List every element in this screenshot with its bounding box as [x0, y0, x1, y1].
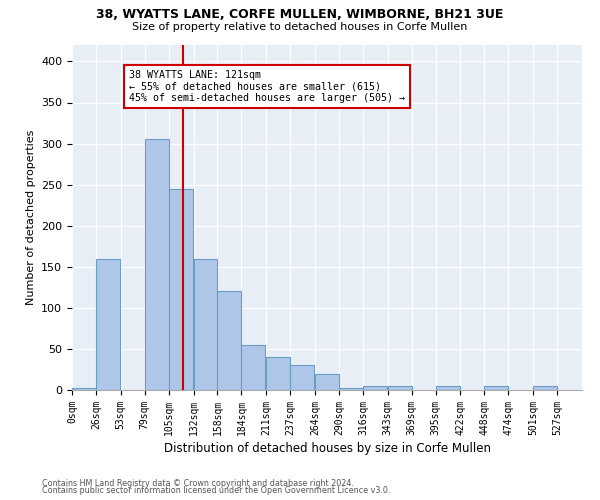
Bar — [484, 386, 508, 390]
X-axis label: Distribution of detached houses by size in Corfe Mullen: Distribution of detached houses by size … — [163, 442, 491, 455]
Bar — [217, 292, 241, 390]
Bar — [533, 386, 557, 390]
Bar — [266, 357, 290, 390]
Bar — [169, 188, 193, 390]
Bar — [436, 386, 460, 390]
Bar — [145, 140, 169, 390]
Bar — [363, 386, 387, 390]
Text: Size of property relative to detached houses in Corfe Mullen: Size of property relative to detached ho… — [133, 22, 467, 32]
Bar — [96, 258, 120, 390]
Bar — [388, 386, 412, 390]
Bar — [339, 388, 363, 390]
Y-axis label: Number of detached properties: Number of detached properties — [26, 130, 35, 305]
Text: Contains public sector information licensed under the Open Government Licence v3: Contains public sector information licen… — [42, 486, 391, 495]
Bar — [241, 345, 265, 390]
Bar — [72, 388, 96, 390]
Text: Contains HM Land Registry data © Crown copyright and database right 2024.: Contains HM Land Registry data © Crown c… — [42, 478, 354, 488]
Bar — [194, 258, 217, 390]
Text: 38, WYATTS LANE, CORFE MULLEN, WIMBORNE, BH21 3UE: 38, WYATTS LANE, CORFE MULLEN, WIMBORNE,… — [97, 8, 503, 20]
Bar — [315, 374, 339, 390]
Text: 38 WYATTS LANE: 121sqm
← 55% of detached houses are smaller (615)
45% of semi-de: 38 WYATTS LANE: 121sqm ← 55% of detached… — [129, 70, 405, 103]
Bar — [290, 366, 314, 390]
